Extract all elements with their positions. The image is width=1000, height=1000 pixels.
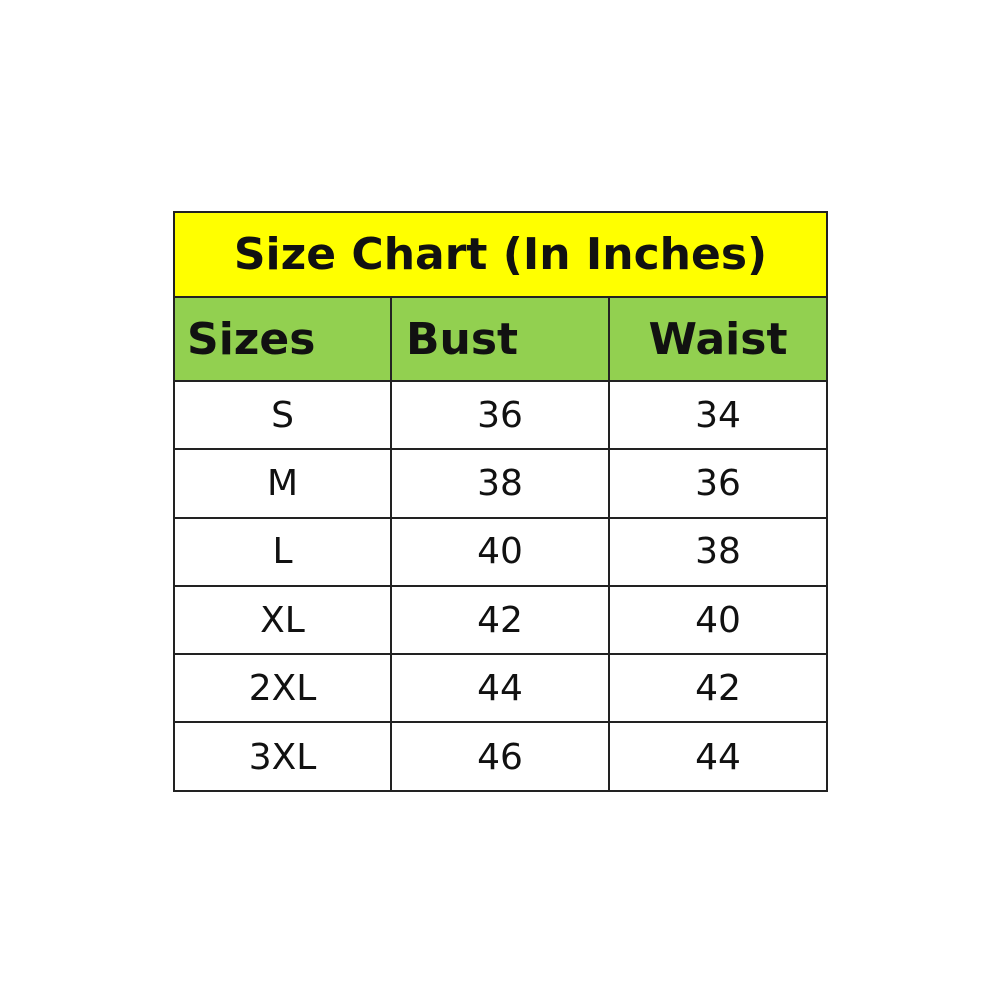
table-row: XL 42 40 bbox=[175, 586, 826, 656]
cell-waist: 34 bbox=[695, 394, 741, 436]
cell-bust: 40 bbox=[392, 518, 610, 585]
header-row: Sizes Bust Waist bbox=[175, 298, 826, 382]
table-row: 3XL 46 44 bbox=[175, 723, 826, 792]
cell-waist: 44 bbox=[695, 737, 741, 779]
cell-waist: 36 bbox=[695, 462, 741, 504]
table-row: S 36 34 bbox=[175, 382, 826, 451]
cell-size: M bbox=[175, 450, 392, 517]
cell-size: 3XL bbox=[175, 723, 392, 792]
cell-size: S bbox=[175, 382, 392, 449]
cell-bust: 46 bbox=[392, 723, 610, 792]
table-body: S 36 34 M 38 36 L 40 38 XL 42 40 2XL 44 42 3XL 46 44 bbox=[175, 382, 826, 792]
table-row: M 38 36 bbox=[175, 450, 826, 519]
table-row: 2XL 44 42 bbox=[175, 655, 826, 724]
cell-waist: 40 bbox=[695, 599, 741, 641]
cell-bust: 42 bbox=[392, 586, 610, 654]
cell-size: L bbox=[175, 518, 392, 585]
cell-bust: 36 bbox=[392, 382, 610, 449]
cell-bust: 38 bbox=[392, 450, 610, 517]
table-row: L 40 38 bbox=[175, 518, 826, 587]
cell-waist: 42 bbox=[695, 667, 741, 709]
size-chart-table: Size Chart (In Inches) Sizes Bust Waist … bbox=[173, 211, 828, 792]
cell-size: 2XL bbox=[175, 655, 392, 722]
header-bust: Bust bbox=[392, 298, 610, 380]
header-waist: Waist bbox=[648, 313, 788, 365]
header-sizes: Sizes bbox=[175, 298, 392, 380]
table-title: Size Chart (In Inches) bbox=[175, 213, 826, 298]
cell-size: XL bbox=[175, 586, 392, 654]
cell-waist: 38 bbox=[695, 531, 741, 573]
cell-bust: 44 bbox=[392, 655, 610, 722]
